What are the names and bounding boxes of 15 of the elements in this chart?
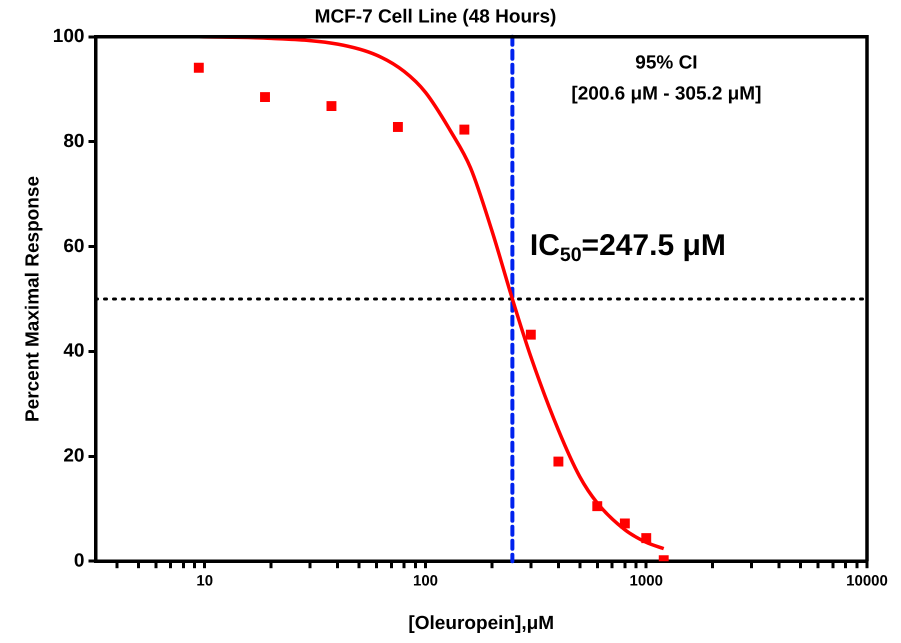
y-tick-label: 0 (74, 550, 84, 572)
annotation: 95% CI (635, 52, 698, 74)
x-tick-label: 10 (196, 572, 214, 590)
y-tick-label: 60 (63, 236, 84, 257)
y-axis-title: Percent Maximal Response (22, 176, 44, 422)
chart-title: MCF-7 Cell Line (48 Hours) (314, 6, 556, 28)
x-tick-label: 10000 (846, 572, 888, 590)
y-tick-label: 20 (63, 446, 84, 467)
y-tick-label: 80 (63, 130, 84, 152)
y-tick-label: 40 (63, 340, 84, 362)
x-tick-label: 100 (412, 572, 438, 590)
x-tick-label: 1000 (630, 572, 663, 590)
x-axis-title: [Oleuropein],μM (408, 612, 554, 634)
annotation: [200.6 μM - 305.2 μM] (571, 84, 762, 105)
y-tick-label: 100 (52, 26, 84, 48)
